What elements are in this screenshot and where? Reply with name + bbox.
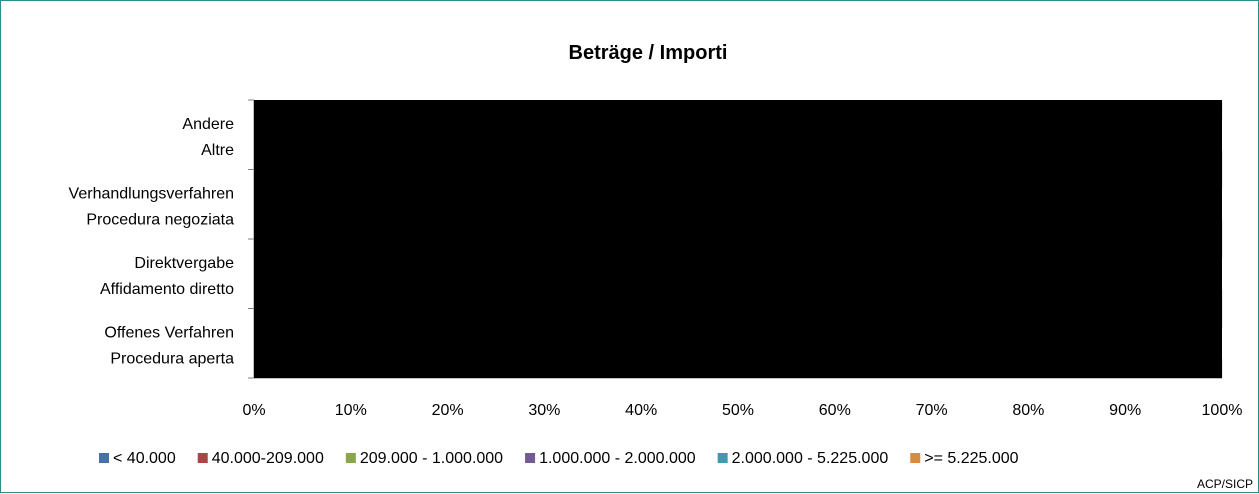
legend-swatch <box>525 453 536 463</box>
source-note: ACP/SICP <box>1197 477 1253 491</box>
x-tick-label: 10% <box>335 402 367 419</box>
chart-title: Beträge / Importi <box>569 42 728 64</box>
legend-swatch <box>717 453 728 463</box>
category-label: Verhandlungsverfahren <box>69 185 234 202</box>
x-tick-label: 60% <box>819 402 851 419</box>
legend-label: 40.000-209.000 <box>212 450 324 467</box>
legend: < 40.000 40.000-209.000 209.000 - 1.000.00… <box>99 450 1019 467</box>
category-label: Procedura aperta <box>110 350 234 367</box>
category-label: Affidamento diretto <box>100 281 234 298</box>
x-tick-label: 30% <box>528 402 560 419</box>
category-label: Altre <box>201 142 234 159</box>
category-label: Direktvergabe <box>134 255 234 272</box>
legend-label: 1.000.000 - 2.000.000 <box>539 450 696 467</box>
plot-background <box>254 100 1222 378</box>
x-tick-label: 50% <box>722 402 754 419</box>
x-tick-label: 70% <box>916 402 948 419</box>
legend-swatch <box>345 453 356 463</box>
category-label: Offenes Verfahren <box>104 324 234 341</box>
legend-swatch <box>197 453 208 463</box>
x-tick-label: 80% <box>1012 402 1044 419</box>
x-tick-label: 0% <box>242 402 265 419</box>
legend-swatch <box>99 453 109 463</box>
category-label: Andere <box>182 116 234 133</box>
legend-swatch <box>910 453 921 463</box>
legend-label: 209.000 - 1.000.000 <box>360 450 503 467</box>
legend-label: >= 5.225.000 <box>924 450 1018 467</box>
x-tick-label: 90% <box>1109 402 1141 419</box>
category-label: Procedura negoziata <box>86 211 234 228</box>
legend-label: 2.000.000 - 5.225.000 <box>732 450 889 467</box>
x-tick-label: 100% <box>1202 402 1243 419</box>
legend-label: < 40.000 <box>113 450 176 467</box>
x-tick-label: 20% <box>432 402 464 419</box>
category-labels: Andere Altre Verhandlungsverfahren Procedur… <box>69 116 235 368</box>
x-tick-label: 40% <box>625 402 657 419</box>
x-tick-labels: 0% 10% 20% 30% 40% 50% 60% 70% 80% 90% 100% <box>242 402 1242 419</box>
